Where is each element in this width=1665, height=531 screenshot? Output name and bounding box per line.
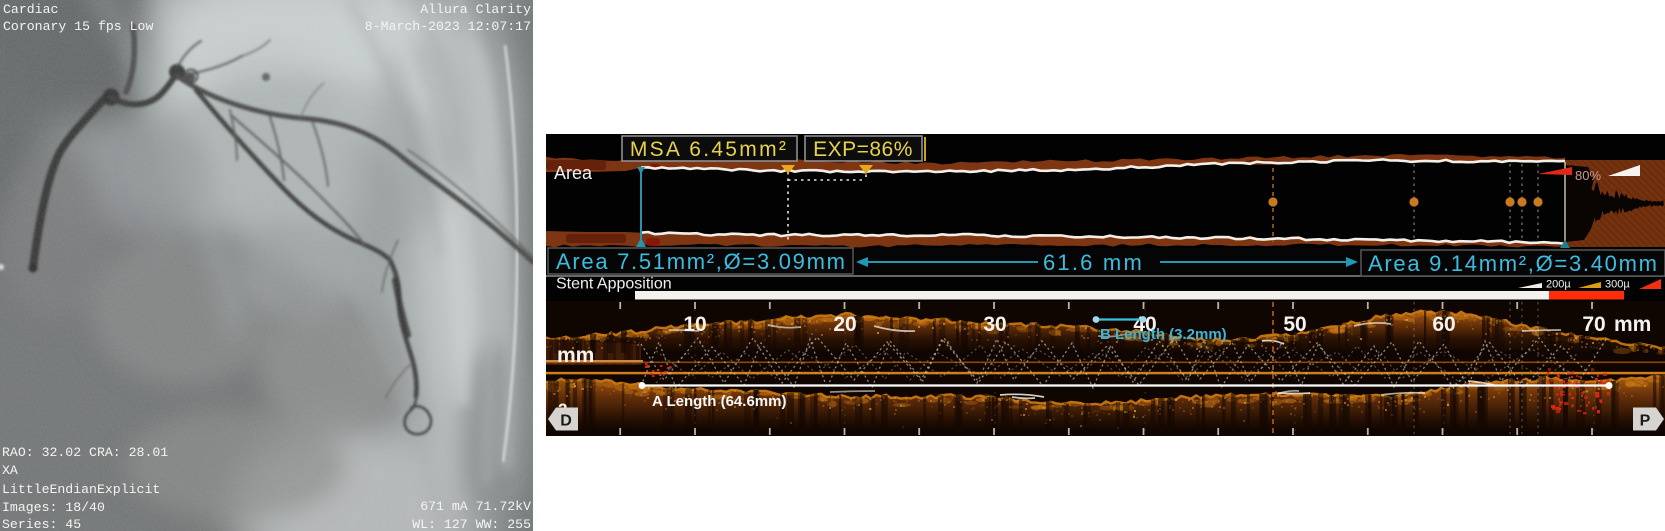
svg-text:80%: 80% — [1575, 168, 1601, 183]
svg-text:50: 50 — [1283, 313, 1306, 336]
svg-text:Images: 18/40: Images: 18/40 — [2, 500, 105, 515]
svg-text:Stent Apposition: Stent Apposition — [556, 276, 672, 293]
svg-text:Area 7.51mm²,Ø=3.09mm: Area 7.51mm²,Ø=3.09mm — [556, 249, 847, 274]
svg-text:8-March-2023 12:07:17: 8-March-2023 12:07:17 — [365, 19, 531, 34]
svg-text:30: 30 — [983, 313, 1006, 336]
svg-text:Area 9.14mm²,Ø=3.40mm: Area 9.14mm²,Ø=3.40mm — [1368, 251, 1659, 276]
svg-text:mm: mm — [557, 344, 594, 367]
svg-text:Allura Clarity: Allura Clarity — [420, 2, 531, 17]
svg-text:B Length (3.2mm): B Length (3.2mm) — [1100, 326, 1227, 343]
svg-text:A Length (64.6mm): A Length (64.6mm) — [652, 393, 786, 410]
svg-text:60: 60 — [1432, 313, 1455, 336]
svg-text:20: 20 — [833, 313, 856, 336]
svg-text:671 mA 71.72kV: 671 mA 71.72kV — [420, 499, 531, 514]
svg-text:P: P — [1640, 413, 1651, 430]
svg-text:mm: mm — [1614, 313, 1651, 336]
svg-text:LittleEndianExplicit: LittleEndianExplicit — [2, 482, 160, 497]
svg-text:XA: XA — [2, 463, 18, 478]
svg-text:EXP=86%: EXP=86% — [813, 138, 913, 161]
svg-text:WL: 127 WW: 255: WL: 127 WW: 255 — [412, 517, 531, 531]
svg-text:Coronary 15 fps Low: Coronary 15 fps Low — [3, 19, 153, 34]
svg-text:300µ: 300µ — [1605, 279, 1630, 291]
svg-text:70: 70 — [1582, 313, 1605, 336]
svg-text:RAO: 32.02 CRA: 28.01: RAO: 32.02 CRA: 28.01 — [2, 445, 168, 460]
svg-text:Series: 45: Series: 45 — [2, 517, 81, 531]
svg-text:Cardiac: Cardiac — [3, 2, 58, 17]
svg-text:200µ: 200µ — [1546, 279, 1571, 291]
svg-text:Area: Area — [554, 163, 593, 183]
svg-text:10: 10 — [683, 313, 706, 336]
svg-text:MSA 6.45mm²: MSA 6.45mm² — [630, 138, 788, 161]
svg-text:61.6 mm: 61.6 mm — [1043, 250, 1144, 275]
svg-text:D: D — [560, 413, 572, 430]
